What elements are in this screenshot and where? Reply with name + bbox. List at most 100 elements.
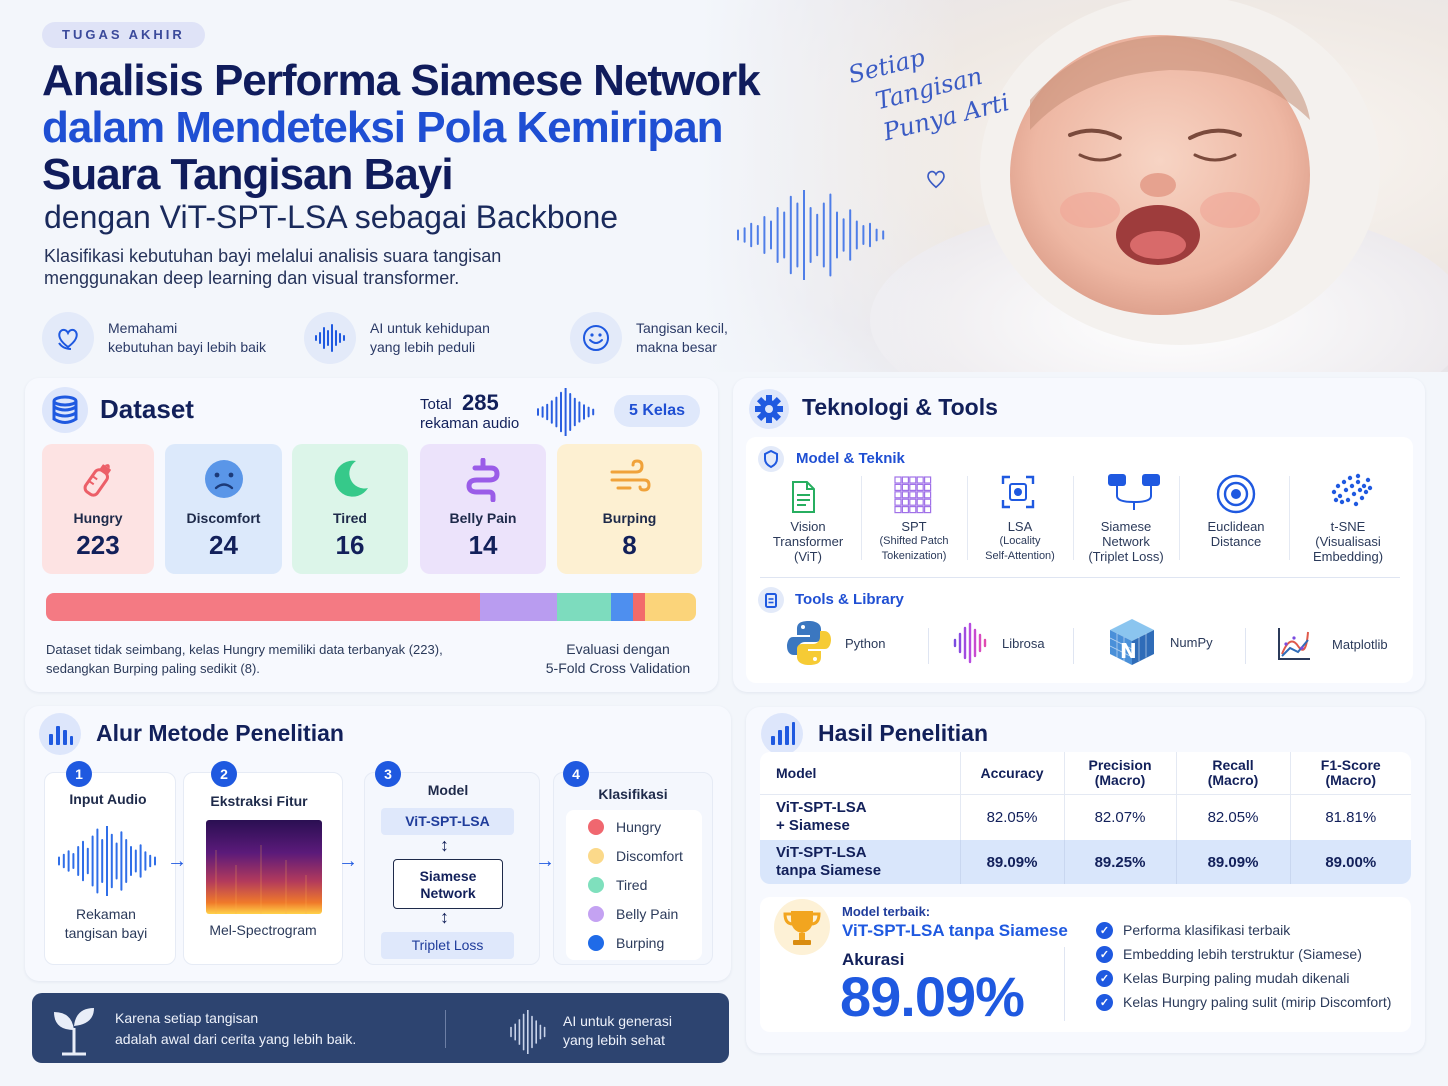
highlight-item: ✓ Kelas Burping paling mudah dikenali — [1096, 966, 1391, 990]
step-title: Input Audio — [69, 791, 147, 807]
model-technique-line: (Locality — [999, 535, 1041, 547]
feature-text: Tangisan kecil, — [636, 320, 728, 336]
table-header-line: (Macro) — [1325, 771, 1377, 788]
classes-badge: 5 Kelas — [614, 395, 700, 427]
model-technique-item: t-SNE (Visualisasi Embedding) — [1300, 519, 1396, 564]
soundwave-icon — [304, 312, 356, 364]
moon-icon — [330, 458, 370, 505]
model-technique-line: Transformer — [772, 534, 844, 549]
class-card-hungry: Hungry 223 — [42, 444, 154, 574]
feature-item: Memahami kebutuhan bayi lebih baik — [42, 312, 288, 364]
legend-item: Burping — [588, 928, 702, 957]
siamese-box: Siamese Network — [393, 859, 503, 909]
soundwave-icon — [535, 387, 597, 441]
total-unit: rekaman audio — [420, 415, 520, 432]
table-header-line: F1-Score — [1320, 756, 1381, 773]
tag-pill: TUGAS AKHIR — [42, 22, 205, 48]
banner-left-text: Karena setiap tangisan adalah awal dari … — [115, 1008, 356, 1050]
soundwave-icon — [508, 1009, 548, 1059]
method-title: Alur Metode Penelitian — [96, 720, 344, 746]
table-cell: 82.05% — [960, 794, 1065, 840]
document-icon — [788, 480, 818, 519]
target-icon — [1216, 474, 1256, 519]
distribution-segment — [46, 593, 480, 621]
class-count: 24 — [209, 530, 238, 560]
title-line-1: Analisis Performa Siamese Network — [42, 56, 761, 105]
step-title: Ekstraksi Fitur — [210, 793, 308, 809]
hero-fade — [700, 0, 960, 372]
table-cell: 89.09% — [1176, 840, 1291, 884]
table-header: Accuracy — [960, 752, 1065, 794]
check-icon: ✓ — [1096, 945, 1113, 963]
feature-text: Memahami — [108, 320, 178, 336]
subtitle: Klasifikasi kebutuhan bayi melalui anali… — [44, 245, 604, 289]
class-name: Discomfort — [186, 510, 261, 526]
legend-label: Burping — [616, 934, 665, 951]
step-caption: Rekaman tangisan bayi — [44, 905, 168, 943]
divider — [861, 476, 862, 560]
highlight-text: Embedding lebih terstruktur (Siamese) — [1123, 946, 1362, 962]
results-table: Model Accuracy Precision (Macro) Recall (M… — [760, 752, 1411, 884]
class-name: Belly Pain — [449, 510, 517, 526]
table-header-line: (Macro) — [1094, 771, 1146, 788]
model-technique-line: SPT — [901, 519, 927, 534]
model-technique-line: (Triplet Loss) — [1088, 549, 1164, 564]
arrow-right-icon: → — [338, 850, 358, 872]
title-line-4: dengan ViT-SPT-LSA sebagai Backbone — [44, 199, 619, 235]
divider — [445, 1010, 446, 1048]
feature-item: Tangisan kecil, makna besar — [570, 312, 816, 364]
banner-line: Karena setiap tangisan — [115, 1010, 259, 1026]
model-technique-line: LSA — [1007, 519, 1033, 534]
backbone-box: ViT-SPT-LSA — [381, 808, 514, 835]
legend-label: Tired — [616, 876, 648, 893]
divider — [1073, 628, 1074, 664]
check-icon: ✓ — [1096, 993, 1113, 1011]
model-technique-item: SPT (Shifted Patch Tokenization) — [866, 519, 962, 564]
siamese-box-line: Network — [420, 885, 476, 901]
model-name-line: + Siamese — [776, 817, 850, 835]
banner-line: AI untuk generasi — [563, 1013, 672, 1029]
tool-label: Matplotlib — [1332, 636, 1388, 652]
best-model-panel — [760, 897, 1411, 1032]
step-title: Model — [427, 782, 469, 798]
distribution-segment — [557, 593, 611, 621]
table-header: Recall (Macro) — [1176, 752, 1291, 794]
class-card-tired: Tired 16 — [292, 444, 408, 574]
banner-line: yang lebih sehat — [563, 1032, 665, 1048]
tools-section-title: Tools & Library — [795, 591, 904, 608]
check-icon: ✓ — [1096, 969, 1113, 987]
evaluation-note: Evaluasi dengan 5-Fold Cross Validation — [530, 640, 706, 678]
siamese-icon — [1106, 472, 1162, 517]
arrow-updown-icon: ↕ — [440, 835, 449, 855]
class-card-burping: Burping 8 — [557, 444, 702, 574]
model-technique-line: Tokenization) — [881, 550, 947, 562]
bar-chart-icon — [760, 712, 804, 761]
step-caption-line: Rekaman — [76, 906, 136, 922]
tool-matplotlib: Matplotlib — [1276, 626, 1388, 662]
step-number: 4 — [563, 761, 589, 787]
arrow-right-icon: → — [535, 850, 555, 872]
legend-dot — [588, 905, 604, 922]
table-cell: ViT-SPT-LSA tanpa Siamese — [760, 840, 961, 884]
tech-title: Teknologi & Tools — [802, 394, 998, 420]
divider — [1179, 476, 1180, 560]
table-header-line: Recall — [1212, 756, 1254, 773]
legend-item: Tired — [588, 870, 702, 899]
soundwave-icon — [56, 825, 160, 901]
divider — [1289, 476, 1290, 560]
model-name-line: tanpa Siamese — [776, 862, 882, 879]
model-technique-line: Siamese — [1100, 519, 1152, 534]
numpy-icon: N — [1109, 619, 1154, 665]
table-cell: 89.09% — [960, 840, 1065, 884]
legend-dot — [588, 847, 604, 864]
model-technique-line: Network — [1102, 534, 1150, 549]
distribution-segment — [633, 593, 645, 621]
table-header: F1-Score (Macro) — [1290, 752, 1411, 794]
legend-label: Hungry — [616, 818, 662, 835]
tech-inner-panel — [746, 437, 1413, 683]
legend-dot — [588, 818, 604, 835]
class-legend: Hungry Discomfort Tired Belly Pain Burping — [566, 810, 702, 960]
class-count: 16 — [335, 530, 365, 560]
highlight-text: Performa klasifikasi terbaik — [1123, 922, 1291, 938]
banner-line: adalah awal dari cerita yang lebih baik. — [115, 1031, 357, 1047]
